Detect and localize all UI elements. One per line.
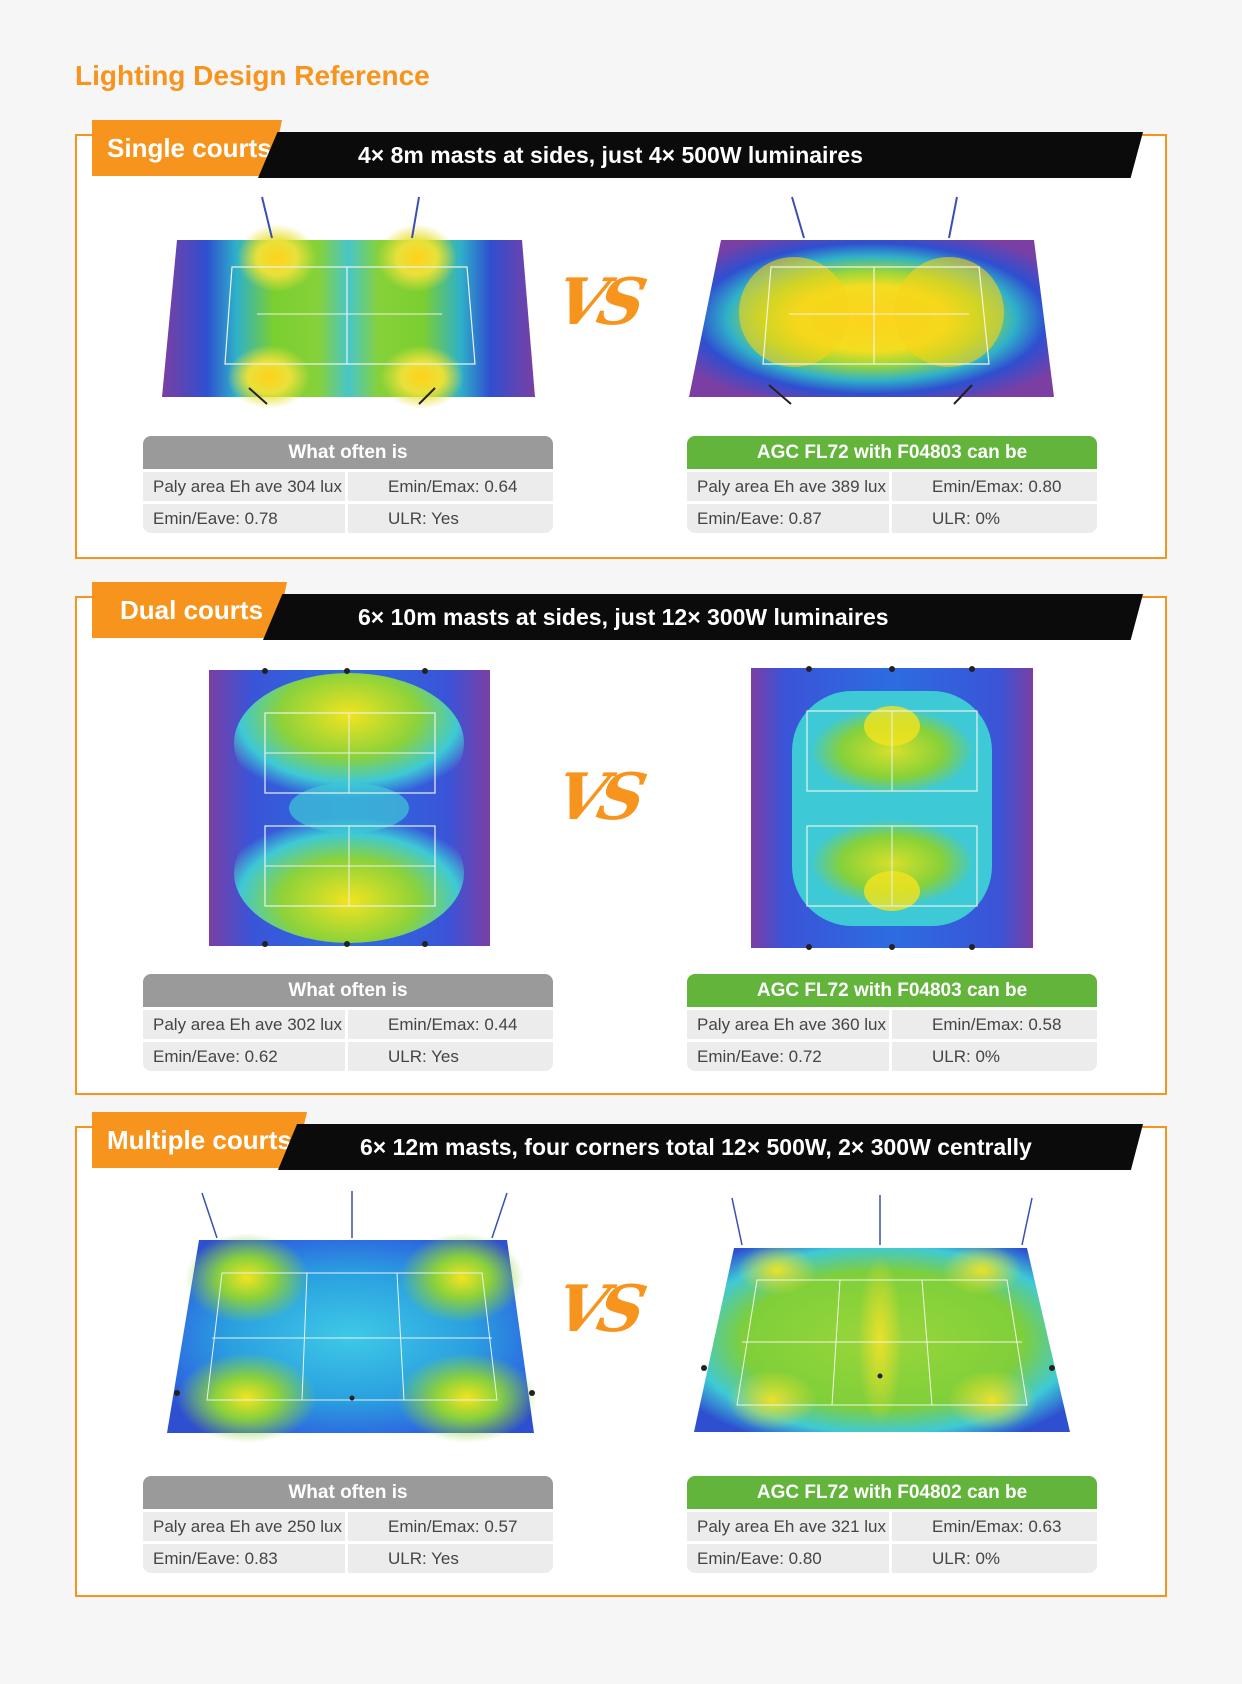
table-header: AGC FL72 with F04803 can be (687, 974, 1097, 1007)
table-cell: Emin/Eave: 0.83 (143, 1544, 345, 1573)
table-cell: Emin/Emax: 0.80 (892, 472, 1097, 501)
table-header: AGC FL72 with F04803 can be (687, 436, 1097, 469)
table-cell: Emin/Emax: 0.64 (348, 472, 553, 501)
table-cell: Paly area Eh ave 321 lux (687, 1512, 889, 1541)
table-cell: Paly area Eh ave 360 lux (687, 1010, 889, 1039)
comparison-table-agc: AGC FL72 with F04803 can be Paly area Eh… (687, 974, 1097, 1071)
table-header: AGC FL72 with F04802 can be (687, 1476, 1097, 1509)
table-cell: Emin/Eave: 0.87 (687, 504, 889, 533)
table-header: What often is (143, 974, 553, 1007)
table-cell: Paly area Eh ave 302 lux (143, 1010, 345, 1039)
table-header: What often is (143, 436, 553, 469)
page-title: Lighting Design Reference (75, 60, 430, 91)
table-cell: Emin/Emax: 0.44 (348, 1010, 553, 1039)
section-tag: Multiple courts (92, 1112, 307, 1168)
table-cell: Emin/Eave: 0.78 (143, 504, 345, 533)
table-cell: ULR: 0% (892, 1042, 1097, 1071)
table-cell: Paly area Eh ave 304 lux (143, 472, 345, 501)
heatmap-single-standard (157, 192, 557, 417)
table-cell: ULR: Yes (348, 1042, 553, 1071)
comparison-table-standard: What often is Paly area Eh ave 304 lux Em… (143, 436, 553, 533)
table-cell: Paly area Eh ave 389 lux (687, 472, 889, 501)
table-cell: Paly area Eh ave 250 lux (143, 1512, 345, 1541)
section-dual-courts: Dual courts 6× 10m masts at sides, just … (75, 582, 1167, 1095)
table-cell: ULR: Yes (348, 1544, 553, 1573)
section-tag: Single courts (92, 120, 282, 176)
table-header: What often is (143, 1476, 553, 1509)
section-heading: 6× 10m masts at sides, just 12× 300W lum… (263, 594, 1143, 640)
table-cell: Emin/Emax: 0.57 (348, 1512, 553, 1541)
comparison-table-agc: AGC FL72 with F04803 can be Paly area Eh… (687, 436, 1097, 533)
section-tag: Dual courts (92, 582, 287, 638)
heatmap-dual-standard (207, 668, 492, 948)
table-cell: Emin/Emax: 0.58 (892, 1010, 1097, 1039)
heatmap-multiple-agc (682, 1190, 1082, 1448)
table-cell: ULR: 0% (892, 1544, 1097, 1573)
section-single-courts: Single courts 4× 8m masts at sides, just… (75, 120, 1167, 559)
section-heading: 6× 12m masts, four corners total 12× 500… (278, 1124, 1143, 1170)
heatmap-single-agc (679, 192, 1079, 417)
vs-label: VS (549, 760, 645, 835)
vs-label: VS (549, 1272, 645, 1347)
table-cell: Emin/Eave: 0.62 (143, 1042, 345, 1071)
table-cell: Emin/Emax: 0.63 (892, 1512, 1097, 1541)
comparison-table-standard: What often is Paly area Eh ave 250 lux Em… (143, 1476, 553, 1573)
table-cell: ULR: Yes (348, 504, 553, 533)
table-cell: Emin/Eave: 0.72 (687, 1042, 889, 1071)
heatmap-multiple-standard (162, 1188, 547, 1448)
comparison-table-standard: What often is Paly area Eh ave 302 lux Em… (143, 974, 553, 1071)
comparison-table-agc: AGC FL72 with F04802 can be Paly area Eh… (687, 1476, 1097, 1573)
section-heading: 4× 8m masts at sides, just 4× 500W lumin… (258, 132, 1143, 178)
section-multiple-courts: Multiple courts 6× 12m masts, four corne… (75, 1112, 1167, 1597)
vs-label: VS (549, 265, 645, 340)
heatmap-dual-agc (747, 666, 1037, 950)
table-cell: ULR: 0% (892, 504, 1097, 533)
table-cell: Emin/Eave: 0.80 (687, 1544, 889, 1573)
